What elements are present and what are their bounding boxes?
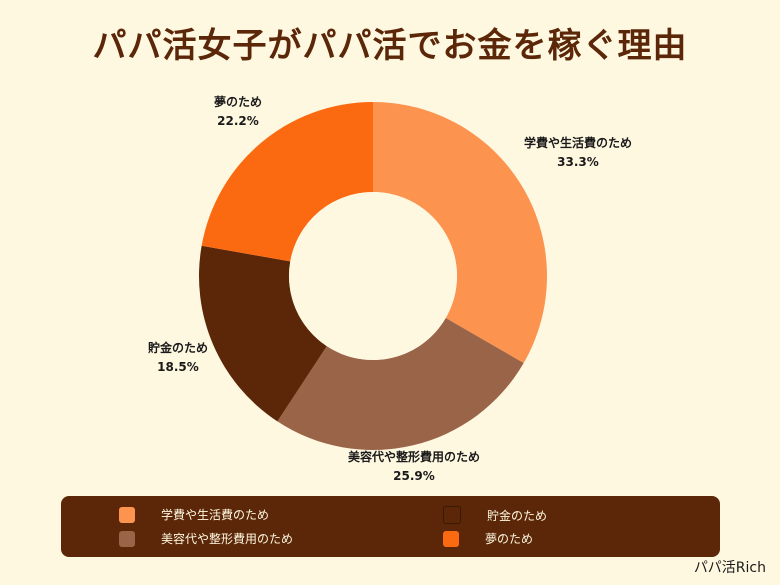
slice-label-dream: 夢のため xyxy=(214,94,262,109)
legend-label-tuition: 学費や生活費のため xyxy=(161,508,270,522)
legend-item-savings: 貯金のため xyxy=(443,506,547,524)
legend-swatch-savings xyxy=(443,506,461,524)
brand-watermark: パパ活Rich xyxy=(693,560,766,576)
slice-value-dream: 22.2% xyxy=(217,114,259,128)
legend-item-dream: 夢のため xyxy=(443,530,533,547)
legend-item-tuition: 学費や生活費のため xyxy=(119,506,269,523)
legend-label-dream: 夢のため xyxy=(485,532,534,546)
legend-swatch-beauty xyxy=(119,530,135,547)
slice-label-beauty: 美容代や整形費用のため xyxy=(348,449,480,464)
slice-beauty xyxy=(277,318,524,450)
legend-label-beauty: 美容代や整形費用のため xyxy=(161,532,294,546)
legend: 学費や生活費のため 貯金のため 美容代や整形費用のため 夢のため xyxy=(61,496,720,557)
slice-tuition xyxy=(373,102,547,363)
chart-title: パパ活女子がパパ活でお金を稼ぐ理由 xyxy=(92,26,688,66)
slice-value-beauty: 25.9% xyxy=(393,469,435,483)
slice-savings xyxy=(198,245,327,422)
slice-value-tuition: 33.3% xyxy=(557,155,599,169)
legend-item-beauty: 美容代や整形費用のため xyxy=(119,530,293,547)
legend-swatch-dream xyxy=(443,530,459,547)
slice-dream xyxy=(201,102,373,262)
legend-label-savings: 貯金のため xyxy=(487,508,548,523)
slice-label-savings: 貯金のため xyxy=(148,340,208,355)
slice-label-tuition: 学費や生活費のため xyxy=(524,135,632,150)
slice-value-savings: 18.5% xyxy=(157,360,199,374)
legend-swatch-tuition xyxy=(119,506,135,523)
donut-hole xyxy=(289,192,457,360)
